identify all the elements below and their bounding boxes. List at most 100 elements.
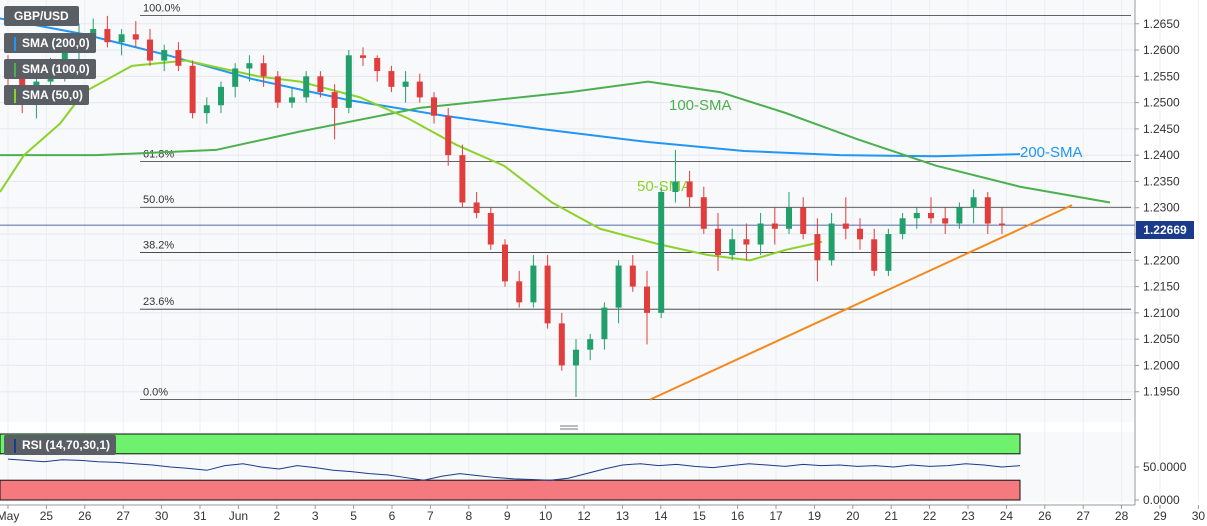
date-tick-label: 22	[923, 509, 937, 523]
candle-body	[473, 202, 480, 213]
date-tick-label: 2	[273, 509, 280, 523]
candle-body	[956, 207, 963, 224]
candle-body	[757, 223, 764, 245]
candle-body	[970, 197, 977, 208]
candle-body	[899, 218, 906, 235]
date-tick-label: 15	[693, 509, 707, 523]
date-tick-label: 7	[427, 509, 434, 523]
candle-body	[161, 50, 168, 61]
candle-body	[587, 339, 594, 350]
rsi-legend[interactable]: RSI (14,70,30,1)	[4, 435, 117, 455]
date-tick-label: 23	[961, 509, 975, 523]
candle-body	[516, 281, 523, 303]
date-tick-label: 8	[465, 509, 472, 523]
price-tick-label: 1.2300	[1143, 201, 1180, 215]
price-tick-label: 1.2400	[1143, 148, 1180, 162]
candle-body	[814, 234, 821, 261]
date-tick-label: 5	[350, 509, 357, 523]
rsi-panel: 50.0000 0.0000	[0, 425, 1187, 507]
candle-body	[715, 228, 721, 256]
sma-200-legend[interactable]: SMA (200,0)	[4, 33, 96, 53]
candle-body	[828, 223, 835, 261]
date-tick-label: 16	[731, 509, 745, 523]
price-tick-label: 1.2650	[1143, 17, 1180, 31]
candle-body	[132, 34, 139, 40]
date-tick-label: 19	[808, 509, 822, 523]
candle-body	[360, 55, 366, 58]
rsi-overbought-zone	[0, 433, 1021, 455]
sma-100-line: 100-SMA	[0, 80, 1111, 204]
price-tick-label: 1.2050	[1143, 332, 1180, 346]
candle-body	[913, 213, 920, 219]
sma-100-legend-label: SMA (100,0)	[22, 62, 90, 76]
rsi-swatch	[14, 438, 16, 453]
candle-body	[289, 97, 295, 103]
candle-body	[686, 181, 693, 198]
candle-body	[672, 181, 679, 192]
sma-100-legend[interactable]: SMA (100,0)	[4, 59, 96, 79]
sma-200-path	[0, 17, 1021, 158]
fibonacci-label: 100.0%	[143, 2, 181, 14]
candle-body	[984, 197, 991, 224]
date-tick-label: Jun	[229, 509, 248, 523]
candle-body	[942, 218, 949, 224]
date-tick-label: 25	[40, 509, 54, 523]
candlestick-series	[5, 15, 1005, 397]
price-tick-label: 1.2200	[1143, 253, 1180, 267]
rsi-oversold-zone	[0, 479, 1021, 501]
symbol-label[interactable]: GBP/USD	[4, 6, 79, 26]
candle-body	[402, 81, 409, 87]
date-tick-label: 17	[769, 509, 783, 523]
sma-200-swatch	[14, 36, 16, 51]
candle-body	[175, 50, 182, 66]
sma-50-legend[interactable]: SMA (50,0)	[4, 85, 89, 105]
date-tick-label: May	[0, 509, 19, 523]
candle-body	[189, 65, 196, 114]
price-tick-label: 1.2550	[1143, 69, 1180, 83]
date-axis: May 25 26 27 30 31 Jun 2 3 5 6 7 8 9 10 12 13 14 15 16 17 19 2…	[0, 504, 1205, 523]
fibonacci-label: 0.0%	[143, 387, 168, 399]
price-grid	[0, 0, 1199, 502]
candle-body	[203, 105, 210, 114]
rsi-tick-label: 50.0000	[1143, 460, 1187, 474]
candle-body	[658, 191, 665, 313]
candle-body	[431, 97, 437, 116]
last-price-tag: 1.22669	[1136, 221, 1194, 239]
date-tick-label: 14	[654, 509, 668, 523]
candle-body	[232, 68, 239, 87]
price-axis: 1.2650 1.2600 1.2550 1.2500 1.2450 1.2400 1.23…	[1134, 0, 1180, 505]
candle-body	[388, 71, 395, 87]
sma-200-line: 200-SMA	[0, 17, 1083, 161]
price-tick-label: 1.2600	[1143, 43, 1180, 57]
candle-body	[317, 76, 324, 93]
date-tick-label: 21	[885, 509, 899, 523]
date-tick-label: 27	[1077, 509, 1091, 523]
candle-body	[118, 34, 125, 43]
fibonacci-label: 23.6%	[143, 296, 174, 308]
candle-body	[800, 207, 807, 235]
candle-body	[345, 55, 352, 108]
sma-200-legend-label: SMA (200,0)	[22, 36, 90, 50]
candle-body	[729, 239, 736, 256]
date-tick-label: 31	[193, 509, 207, 523]
candle-body	[857, 228, 863, 240]
candle-body	[104, 29, 111, 43]
candle-body	[700, 197, 707, 229]
sma-100-path	[0, 80, 1111, 204]
date-tick-label: 13	[616, 509, 630, 523]
candle-body	[928, 213, 934, 219]
candle-body	[786, 207, 792, 229]
candle-body	[374, 57, 381, 72]
sma-100-annotation: 100-SMA	[669, 97, 732, 114]
date-tick-label: 9	[504, 509, 511, 523]
candle-body	[573, 349, 579, 366]
fibonacci-label: 38.2%	[143, 239, 174, 251]
date-tick-label: 26	[1038, 509, 1052, 523]
candle-body	[487, 213, 494, 245]
candle-body	[842, 223, 849, 229]
candle-body	[629, 265, 636, 287]
price-tick-label: 1.1950	[1143, 385, 1180, 399]
date-tick-label: 29	[1153, 509, 1167, 523]
rsi-legend-label: RSI (14,70,30,1)	[22, 438, 111, 452]
